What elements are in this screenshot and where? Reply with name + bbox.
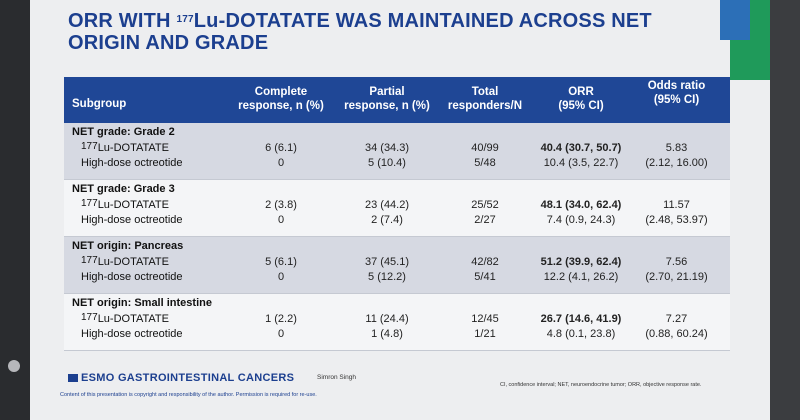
- title-text-3: ORIGIN AND GRADE: [68, 32, 269, 54]
- header-complete-l1: Complete: [254, 86, 308, 98]
- header-odds: Odds ratio (95% CI): [624, 79, 729, 107]
- cell-complete: 1 (2.2): [265, 313, 297, 325]
- group-label: NET grade: Grade 3: [72, 183, 175, 195]
- arm-superscript: 177: [81, 312, 98, 323]
- header-total-l2: responders/N: [447, 100, 523, 112]
- arm-superscript: 177: [81, 255, 98, 266]
- cell-total: 1/21: [474, 328, 496, 340]
- cell-total: 2/27: [474, 214, 496, 226]
- cell-complete: 0: [277, 328, 285, 340]
- arm-name: Lu-DOTATATE: [97, 256, 169, 268]
- header-odds-l2: (95% CI): [653, 94, 700, 106]
- cell-total: 42/82: [471, 256, 499, 268]
- cell-orr: 40.4 (30.7, 50.7): [540, 142, 622, 154]
- table-row-group: NET origin: Pancreas 177Lu-DOTATATE High…: [64, 237, 730, 294]
- header-total-l1: Total: [471, 86, 499, 98]
- arm-label: High-dose octreotide: [81, 271, 183, 283]
- cell-partial: 34 (34.3): [364, 142, 410, 154]
- esmo-logo-icon: [68, 374, 78, 383]
- cell-partial: 11 (24.4): [365, 313, 409, 325]
- arm-name: Lu-DOTATATE: [97, 199, 169, 211]
- cell-odds-ci: (2.12, 16.00): [645, 157, 708, 169]
- arm-label: High-dose octreotide: [81, 157, 183, 169]
- cell-complete: 6 (6.1): [265, 142, 297, 154]
- esmo-brand: ESMO GASTROINTESTINAL CANCERS: [68, 372, 294, 384]
- cell-partial: 23 (44.2): [364, 199, 410, 211]
- presenter-name: Simron Singh: [317, 374, 357, 381]
- corner-decoration-blue: [720, 0, 750, 40]
- cell-total: 12/45: [471, 313, 499, 325]
- cell-total: 25/52: [471, 199, 499, 211]
- arm-name: Lu-DOTATATE: [97, 142, 169, 154]
- arm-label: 177Lu-DOTATATE: [81, 198, 169, 211]
- cell-partial: 5 (10.4): [368, 157, 406, 169]
- header-odds-l1: Odds ratio: [647, 80, 706, 92]
- camera-mark: [8, 360, 20, 372]
- group-label: NET grade: Grade 2: [72, 126, 175, 138]
- cell-complete: 0: [277, 157, 285, 169]
- cell-partial: 1 (4.8): [371, 328, 403, 340]
- header-complete-l2: response, n (%): [238, 100, 324, 112]
- arm-label: 177Lu-DOTATATE: [81, 141, 169, 154]
- title-text-1: ORR WITH: [68, 10, 177, 32]
- cell-total: 40/99: [471, 142, 499, 154]
- cell-odds-ci: (2.70, 21.19): [645, 271, 708, 283]
- arm-superscript: 177: [81, 198, 98, 209]
- cell-odds: 7.27: [665, 313, 688, 325]
- cell-odds-ci: (0.88, 60.24): [645, 328, 708, 340]
- table-row-group: NET origin: Small intestine 177Lu-DOTATA…: [64, 294, 730, 351]
- group-label: NET origin: Small intestine: [72, 297, 212, 309]
- cell-complete: 5 (6.1): [265, 256, 297, 268]
- cell-complete: 0: [277, 214, 285, 226]
- table-header: Subgroup Complete response, n (%) Partia…: [64, 77, 730, 123]
- cell-orr: 10.4 (3.5, 22.7): [543, 157, 619, 169]
- cell-complete: 2 (3.8): [265, 199, 297, 211]
- cell-total: 5/48: [474, 157, 496, 169]
- header-partial: Partial response, n (%): [322, 85, 452, 113]
- header-partial-l2: response, n (%): [344, 100, 430, 112]
- cell-orr: 51.2 (39.9, 62.4): [540, 256, 622, 268]
- orr-table: Subgroup Complete response, n (%) Partia…: [64, 77, 730, 351]
- copyright-note: Content of this presentation is copyrigh…: [60, 392, 317, 398]
- cell-odds-ci: (2.48, 53.97): [645, 214, 708, 226]
- title-text-2: Lu-DOTATATE WAS MAINTAINED ACROSS NET: [193, 10, 652, 32]
- slide-title: ORR WITH 177Lu-DOTATATE WAS MAINTAINED A…: [68, 10, 708, 54]
- header-complete: Complete response, n (%): [221, 85, 341, 113]
- arm-label: High-dose octreotide: [81, 214, 183, 226]
- cell-orr: 26.7 (14.6, 41.9): [540, 313, 622, 325]
- brand-text: ESMO GASTROINTESTINAL CANCERS: [81, 372, 295, 384]
- cell-orr: 12.2 (4.1, 26.2): [543, 271, 619, 283]
- cell-orr: 4.8 (0.1, 23.8): [546, 328, 616, 340]
- cell-complete: 0: [277, 271, 285, 283]
- cell-orr: 7.4 (0.9, 24.3): [546, 214, 616, 226]
- title-superscript: 177: [176, 14, 194, 25]
- header-partial-l1: Partial: [369, 86, 405, 98]
- arm-label: 177Lu-DOTATATE: [81, 312, 169, 325]
- arm-name: Lu-DOTATATE: [97, 313, 169, 325]
- header-orr: ORR (95% CI): [516, 85, 646, 113]
- cell-partial: 37 (45.1): [364, 256, 410, 268]
- cell-partial: 2 (7.4): [371, 214, 403, 226]
- table-row-group: NET grade: Grade 3 177Lu-DOTATATE High-d…: [64, 180, 730, 237]
- header-orr-l2: (95% CI): [558, 100, 604, 112]
- group-label: NET origin: Pancreas: [72, 240, 184, 252]
- header-orr-l1: ORR: [568, 86, 594, 98]
- arm-superscript: 177: [81, 141, 98, 152]
- arm-label: High-dose octreotide: [81, 328, 183, 340]
- cell-orr: 48.1 (34.0, 62.4): [540, 199, 622, 211]
- arm-label: 177Lu-DOTATATE: [81, 255, 169, 268]
- cell-odds: 5.83: [665, 142, 688, 154]
- cell-odds: 11.57: [663, 199, 690, 211]
- table-row-group: NET grade: Grade 2 177Lu-DOTATATE High-d…: [64, 123, 730, 180]
- header-subgroup: Subgroup: [72, 98, 127, 110]
- cell-partial: 5 (12.2): [368, 271, 406, 283]
- room-left-edge: [0, 0, 30, 420]
- cell-total: 5/41: [474, 271, 496, 283]
- abbreviations-note: CI, confidence interval; NET, neuroendoc…: [500, 382, 702, 388]
- cell-odds: 7.56: [665, 256, 688, 268]
- header-total: Total responders/N: [430, 85, 540, 113]
